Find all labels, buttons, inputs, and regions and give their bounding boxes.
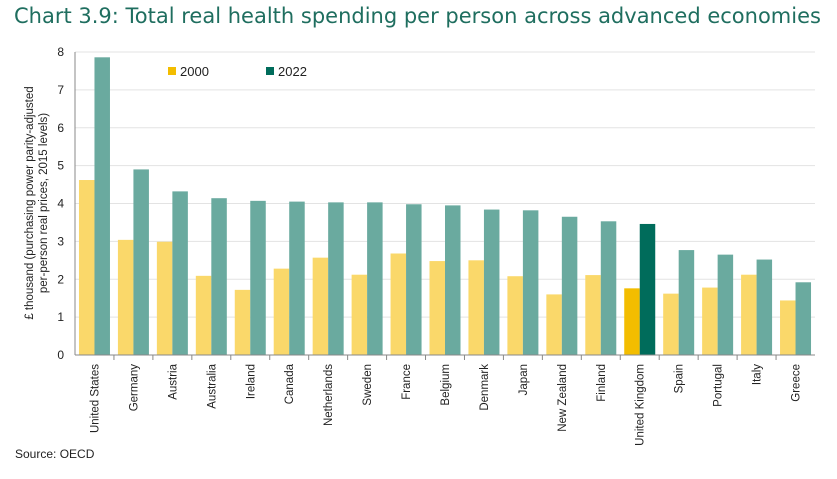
bar-2022 — [94, 57, 110, 356]
legend: 2000 2022 — [168, 64, 307, 79]
y-axis-label: £ thousand (purchasing power parity-adju… — [24, 86, 50, 319]
y-tick-labels: 0 1 2 3 4 5 6 7 8 — [57, 45, 64, 362]
legend-swatch-2022 — [266, 67, 274, 75]
y-tick-label: 3 — [57, 234, 64, 248]
bar-2000 — [156, 241, 173, 355]
bar-2000 — [351, 274, 368, 355]
x-tick-label: Austria — [167, 363, 179, 399]
bar-2022 — [367, 202, 383, 355]
bar-2022 — [328, 202, 344, 355]
bar-2022 — [133, 169, 149, 355]
y-axis-label-line1: £ thousand (purchasing power parity-adju… — [24, 86, 36, 319]
axes — [74, 52, 815, 356]
source-note: Source: OECD — [15, 447, 95, 461]
bar-2000 — [741, 274, 757, 355]
x-tick-label: Netherlands — [323, 364, 335, 426]
y-axis-label-line2: per-person real prices, 2015 levels) — [38, 113, 50, 293]
y-tick-label: 4 — [57, 197, 64, 211]
x-tick-label: Denmark — [479, 364, 491, 411]
bar-2000 — [117, 239, 134, 355]
y-tick-label: 0 — [57, 348, 64, 362]
bar-2022 — [678, 250, 695, 355]
bar-2000 — [468, 260, 484, 355]
bar-2022 — [522, 210, 539, 355]
bar-2022 — [639, 223, 656, 355]
bar-2000 — [507, 276, 523, 355]
y-tick-label: 7 — [57, 83, 64, 97]
bar-2000 — [78, 180, 95, 355]
bar-2000 — [390, 253, 407, 355]
bar-2000 — [546, 294, 562, 355]
bar-2022 — [406, 204, 422, 355]
legend-label-2000: 2000 — [180, 64, 209, 79]
x-tick-label: United Kingdom — [635, 364, 647, 446]
x-tick-labels: United States Germany Austria Australia Irel… — [89, 355, 803, 446]
bar-2022 — [445, 205, 461, 355]
bar-2022 — [250, 200, 266, 355]
bar-2022 — [717, 254, 734, 355]
x-tick-label: France — [401, 364, 413, 400]
bar-2022 — [600, 221, 617, 355]
bar-2022 — [483, 209, 500, 355]
x-tick-label: Japan — [518, 364, 530, 395]
bar-2000 — [585, 275, 601, 355]
bar-2022 — [172, 191, 188, 355]
x-tick-label: Finland — [596, 364, 608, 402]
x-tick-label: United States — [89, 364, 101, 433]
x-tick-label: Germany — [128, 364, 140, 412]
y-tick-label: 8 — [57, 45, 64, 59]
bar-2000 — [234, 289, 251, 355]
legend-swatch-2000 — [168, 67, 176, 75]
x-tick-label: New Zealand — [557, 364, 569, 432]
x-tick-label: Portugal — [713, 364, 725, 407]
bar-2000 — [312, 257, 329, 355]
legend-label-2022: 2022 — [278, 64, 307, 79]
bar-2022 — [289, 201, 305, 355]
x-tick-label: Ireland — [245, 364, 257, 399]
chart-title: Chart 3.9: Total real health spending pe… — [14, 4, 821, 28]
x-tick-label: Australia — [206, 363, 218, 408]
y-tick-label: 6 — [57, 121, 64, 135]
x-tick-label: Greece — [791, 364, 803, 402]
bar-2000 — [663, 293, 679, 355]
x-tick-label: Canada — [284, 363, 296, 404]
bar-2000 — [429, 261, 445, 355]
bar-2022 — [795, 282, 812, 355]
bar-2000 — [780, 300, 796, 355]
x-tick-label: Sweden — [362, 364, 374, 406]
bar-2000 — [702, 287, 718, 355]
y-tick-label: 2 — [57, 272, 64, 286]
bars — [78, 57, 812, 356]
x-tick-label: Belgium — [440, 364, 452, 406]
x-tick-label: Italy — [752, 364, 764, 385]
y-tick-label: 5 — [57, 159, 64, 173]
bar-2022 — [211, 198, 227, 355]
y-tick-label: 1 — [57, 310, 64, 324]
bar-2000 — [624, 288, 640, 355]
x-tick-label: Spain — [674, 364, 686, 393]
bar-2000 — [273, 268, 290, 355]
bar-2022 — [756, 259, 773, 355]
bar-2000 — [195, 275, 212, 355]
bar-2022 — [561, 216, 578, 355]
